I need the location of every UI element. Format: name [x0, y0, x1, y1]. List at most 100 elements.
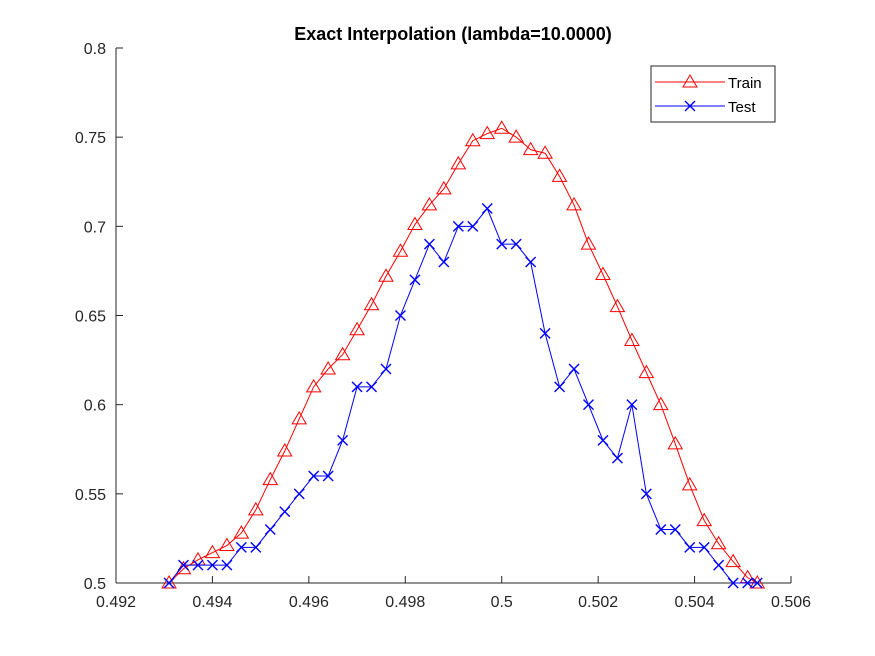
y-tick-label: 0.55 [75, 487, 106, 504]
data-point [638, 364, 655, 379]
data-point [595, 266, 611, 280]
data-point [725, 553, 742, 568]
data-point [178, 559, 189, 571]
legend-train-marker [682, 74, 698, 88]
data-point [481, 203, 493, 214]
y-tick-label: 0.8 [84, 41, 106, 58]
data-point [684, 541, 696, 553]
data-point [496, 238, 508, 250]
data-point [409, 274, 421, 286]
data-point [264, 524, 276, 535]
data-point [479, 125, 496, 140]
data-point [698, 541, 710, 553]
data-point [366, 381, 378, 393]
y-tick-label: 0.7 [84, 219, 106, 236]
series-train [161, 120, 766, 589]
data-point [508, 129, 525, 143]
x-tick-label: 0.494 [192, 594, 232, 611]
data-point [163, 577, 175, 589]
data-point [525, 256, 537, 268]
data-point [221, 559, 233, 571]
data-point [510, 238, 522, 250]
data-point [233, 525, 250, 539]
data-point [435, 180, 452, 195]
data-point [279, 506, 291, 518]
data-point [551, 168, 568, 182]
data-point [681, 476, 698, 491]
data-point [568, 363, 580, 375]
data-point [667, 435, 684, 450]
data-point [597, 434, 609, 446]
data-point [464, 132, 481, 147]
legend-test-label: Test [728, 99, 756, 116]
data-point [696, 512, 713, 527]
data-point [392, 243, 409, 257]
legend-box [650, 65, 776, 123]
data-point [522, 141, 539, 156]
data-point [751, 577, 763, 589]
data-point [537, 145, 553, 159]
data-point [161, 575, 177, 589]
y-tick-label: 0.75 [75, 130, 106, 147]
legend: Train Test [650, 65, 776, 123]
data-point [320, 361, 337, 375]
data-point [394, 310, 406, 321]
data-point [192, 559, 204, 571]
data-point [308, 470, 320, 482]
x-tick-label: 0.502 [578, 594, 618, 611]
x-tick-label: 0.504 [675, 594, 715, 611]
data-point [539, 327, 551, 339]
data-point [713, 559, 725, 571]
data-point [652, 396, 669, 411]
data-point [450, 155, 467, 170]
legend-train-label: Train [728, 75, 762, 92]
y-tick-label: 0.6 [84, 398, 106, 415]
data-point [624, 332, 640, 346]
data-point [566, 196, 582, 211]
data-point [276, 443, 293, 457]
data-point [250, 541, 262, 553]
data-point [452, 220, 464, 232]
x-tick-label: 0.498 [385, 594, 425, 611]
data-point [655, 524, 667, 535]
data-point [363, 296, 380, 311]
data-point [305, 378, 322, 393]
data-point [291, 410, 308, 425]
data-point [611, 452, 623, 464]
data-point [322, 470, 334, 482]
x-tick-label: 0.5 [491, 594, 513, 611]
data-point [235, 541, 247, 553]
data-point [710, 535, 727, 550]
data-point [609, 298, 626, 313]
data-point [493, 120, 510, 134]
data-point [669, 524, 681, 535]
series-layer [161, 120, 766, 589]
y-tick-label: 0.5 [84, 576, 106, 593]
y-tick-label: 0.65 [75, 309, 106, 326]
data-point [438, 256, 450, 268]
data-point [407, 216, 423, 231]
data-point [378, 268, 394, 282]
series-test [163, 203, 763, 589]
data-point [626, 399, 638, 411]
x-tick-label: 0.496 [289, 594, 329, 611]
data-point [727, 577, 739, 589]
data-point [247, 501, 264, 516]
data-point [742, 577, 754, 589]
data-point [640, 488, 652, 500]
data-point [206, 559, 218, 571]
data-point [337, 434, 349, 446]
data-point [554, 381, 566, 393]
data-point [749, 575, 766, 589]
x-tick-label: 0.492 [96, 594, 136, 611]
chart-title: Exact Interpolation (lambda=10.0000) [294, 24, 612, 44]
data-point [583, 399, 594, 411]
data-point [334, 346, 351, 361]
data-point [423, 238, 435, 250]
data-point [262, 471, 279, 486]
data-point [351, 381, 363, 393]
data-point [349, 321, 365, 336]
data-point [204, 544, 221, 559]
data-point [467, 220, 479, 232]
